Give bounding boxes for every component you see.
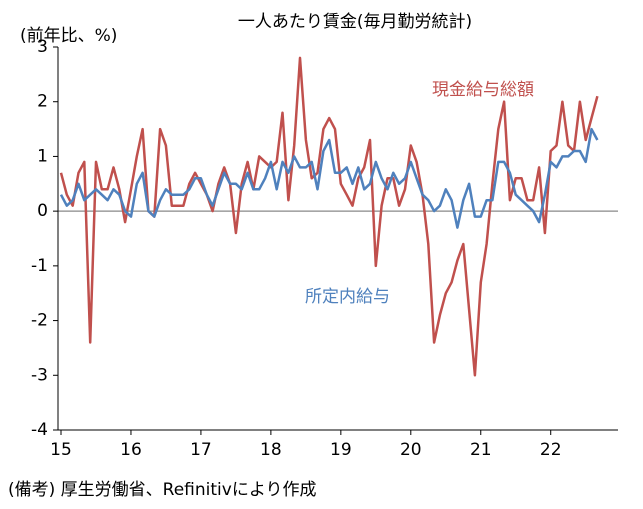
source-note: (備考) 厚生労働省、Refinitivにより作成 (8, 480, 317, 500)
x-tick-label: 19 (330, 440, 352, 460)
y-tick-label: -1 (31, 256, 48, 276)
series-label: 現金給与総額 (432, 80, 534, 100)
x-tick-label: 20 (400, 440, 422, 460)
y-tick-label: 1 (37, 146, 48, 166)
x-tick-label: 18 (260, 440, 282, 460)
chart-title: 一人あたり賃金(毎月勤労統計) (238, 12, 472, 32)
y-tick-label: -3 (31, 365, 48, 385)
y-tick-label: 0 (37, 201, 48, 221)
y-tick-label: -4 (31, 420, 48, 440)
x-tick-label: 22 (540, 440, 562, 460)
y-tick-label: 3 (37, 37, 48, 57)
y-tick-label: -2 (31, 311, 48, 331)
series-line (59, 127, 599, 229)
x-tick-label: 17 (190, 440, 212, 460)
y-axis-label: (前年比、%) (20, 26, 117, 46)
series-label: 所定内給与 (305, 287, 390, 307)
x-tick-label: 15 (50, 440, 72, 460)
y-tick-label: 2 (37, 92, 48, 112)
series-line (59, 56, 599, 377)
x-tick-label: 16 (120, 440, 142, 460)
x-tick-label: 21 (470, 440, 492, 460)
